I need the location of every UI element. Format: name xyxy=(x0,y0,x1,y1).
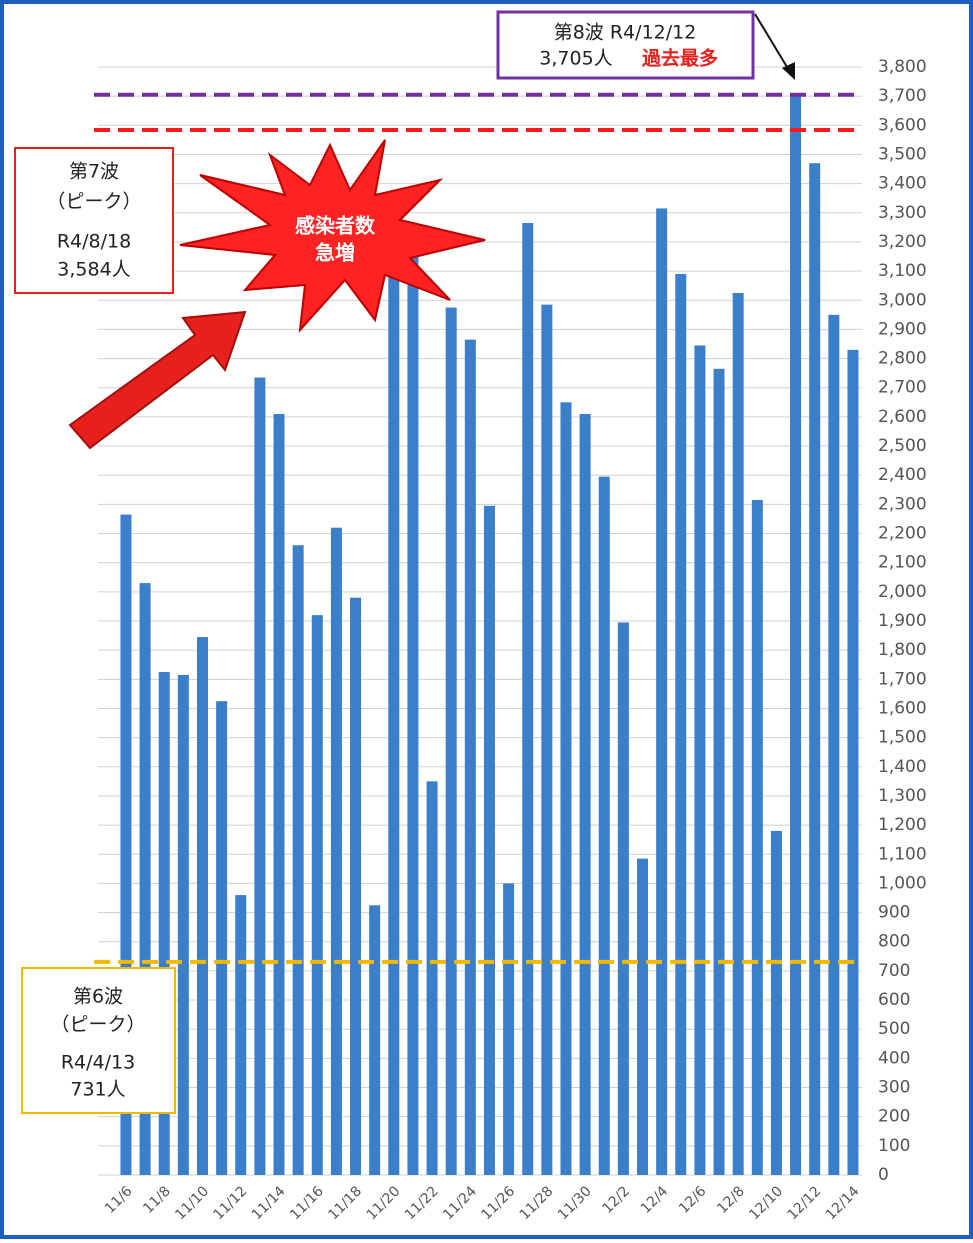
y-tick-label: 2,800 xyxy=(878,349,927,369)
y-tick-label: 0 xyxy=(878,1165,889,1185)
bar xyxy=(828,314,840,1175)
y-tick-label: 500 xyxy=(878,1019,910,1039)
bar xyxy=(426,781,438,1175)
bar xyxy=(139,583,151,1175)
y-tick-label: 2,100 xyxy=(878,553,927,573)
y-tick-label: 800 xyxy=(878,932,910,952)
y-tick-label: 1,600 xyxy=(878,698,927,718)
y-tick-label: 600 xyxy=(878,990,910,1010)
y-tick-label: 3,700 xyxy=(878,86,927,106)
bar xyxy=(254,377,266,1175)
wave8-title: 第8波 R4/12/12 xyxy=(554,22,697,44)
bar xyxy=(388,202,400,1175)
y-tick-label: 1,800 xyxy=(878,640,927,660)
wave6-peak: （ピーク） xyxy=(50,1014,145,1036)
y-tick-label: 2,000 xyxy=(878,582,927,602)
y-tick-label: 3,400 xyxy=(878,174,927,194)
y-tick-label: 2,900 xyxy=(878,319,927,339)
bar xyxy=(330,527,342,1175)
y-tick-label: 3,100 xyxy=(878,261,927,281)
bar xyxy=(541,304,553,1175)
y-tick-label: 1,100 xyxy=(878,844,927,864)
bar xyxy=(158,672,170,1175)
y-tick-label: 200 xyxy=(878,1107,910,1127)
y-tick-label: 1,500 xyxy=(878,728,927,748)
bar xyxy=(196,637,208,1175)
y-tick-label: 2,400 xyxy=(878,465,927,485)
burst-text: 急増 xyxy=(315,241,355,265)
y-tick-label: 1,900 xyxy=(878,611,927,631)
bar xyxy=(790,94,802,1176)
bar xyxy=(235,895,247,1175)
y-tick-label: 1,700 xyxy=(878,669,927,689)
y-tick-label: 2,700 xyxy=(878,378,927,398)
bar xyxy=(713,368,725,1176)
bar xyxy=(216,701,228,1175)
bar xyxy=(694,345,706,1175)
bar xyxy=(407,246,419,1176)
y-tick-label: 2,500 xyxy=(878,436,927,456)
bar xyxy=(732,292,744,1175)
y-tick-label: 700 xyxy=(878,961,910,981)
bar xyxy=(770,830,782,1175)
y-tick-label: 1,000 xyxy=(878,873,927,893)
bar xyxy=(675,274,687,1175)
bar xyxy=(350,597,362,1175)
bar xyxy=(464,339,476,1175)
starburst xyxy=(179,139,486,333)
bar xyxy=(292,545,304,1175)
bar xyxy=(483,505,495,1176)
bar xyxy=(598,476,610,1175)
y-tick-label: 1,300 xyxy=(878,786,927,806)
bar xyxy=(847,349,859,1176)
wave7-peak: （ピーク） xyxy=(46,191,141,213)
wave6-box xyxy=(21,967,176,1114)
bar xyxy=(809,163,821,1175)
y-tick-label: 900 xyxy=(878,903,910,923)
bar xyxy=(617,622,629,1175)
wave6-title: 第6波 xyxy=(73,986,123,1008)
bar xyxy=(579,413,591,1175)
wave6-date: R4/4/13 xyxy=(61,1052,135,1074)
pointer xyxy=(754,13,791,73)
bar xyxy=(656,208,668,1176)
y-tick-label: 1,400 xyxy=(878,757,927,777)
y-tick-label: 2,600 xyxy=(878,407,927,427)
bar xyxy=(120,514,132,1175)
wave8-note: 過去最多 xyxy=(642,47,718,70)
bar xyxy=(273,413,285,1175)
y-tick-label: 300 xyxy=(878,1078,910,1098)
bar xyxy=(522,222,534,1175)
y-tick-label: 1,200 xyxy=(878,815,927,835)
bar xyxy=(637,858,649,1175)
bar xyxy=(177,674,189,1175)
y-tick-label: 2,200 xyxy=(878,524,927,544)
pointer-head xyxy=(782,62,795,80)
y-tick-label: 3,800 xyxy=(878,57,927,77)
bar xyxy=(445,307,457,1176)
wave7-title: 第7波 xyxy=(69,161,119,183)
y-tick-label: 2,300 xyxy=(878,494,927,514)
bar xyxy=(560,402,572,1175)
wave7-count: 3,584人 xyxy=(57,259,130,281)
y-tick-label: 3,200 xyxy=(878,232,927,252)
bar xyxy=(311,615,323,1175)
wave8-count: 3,705人 xyxy=(539,48,612,70)
burst-text: 感染者数 xyxy=(295,214,376,238)
wave8-box xyxy=(496,10,755,80)
y-tick-label: 3,600 xyxy=(878,115,927,135)
bar xyxy=(751,499,763,1175)
wave6-count: 731人 xyxy=(70,1079,125,1101)
wave7-box xyxy=(14,147,174,294)
bar xyxy=(369,905,381,1175)
rise-arrow xyxy=(68,310,247,450)
y-tick-label: 100 xyxy=(878,1136,910,1156)
y-tick-label: 3,300 xyxy=(878,203,927,223)
wave7-date: R4/8/18 xyxy=(57,231,131,253)
y-tick-label: 400 xyxy=(878,1048,910,1068)
y-tick-label: 3,000 xyxy=(878,290,927,310)
y-tick-label: 3,500 xyxy=(878,144,927,164)
bar xyxy=(503,883,515,1175)
